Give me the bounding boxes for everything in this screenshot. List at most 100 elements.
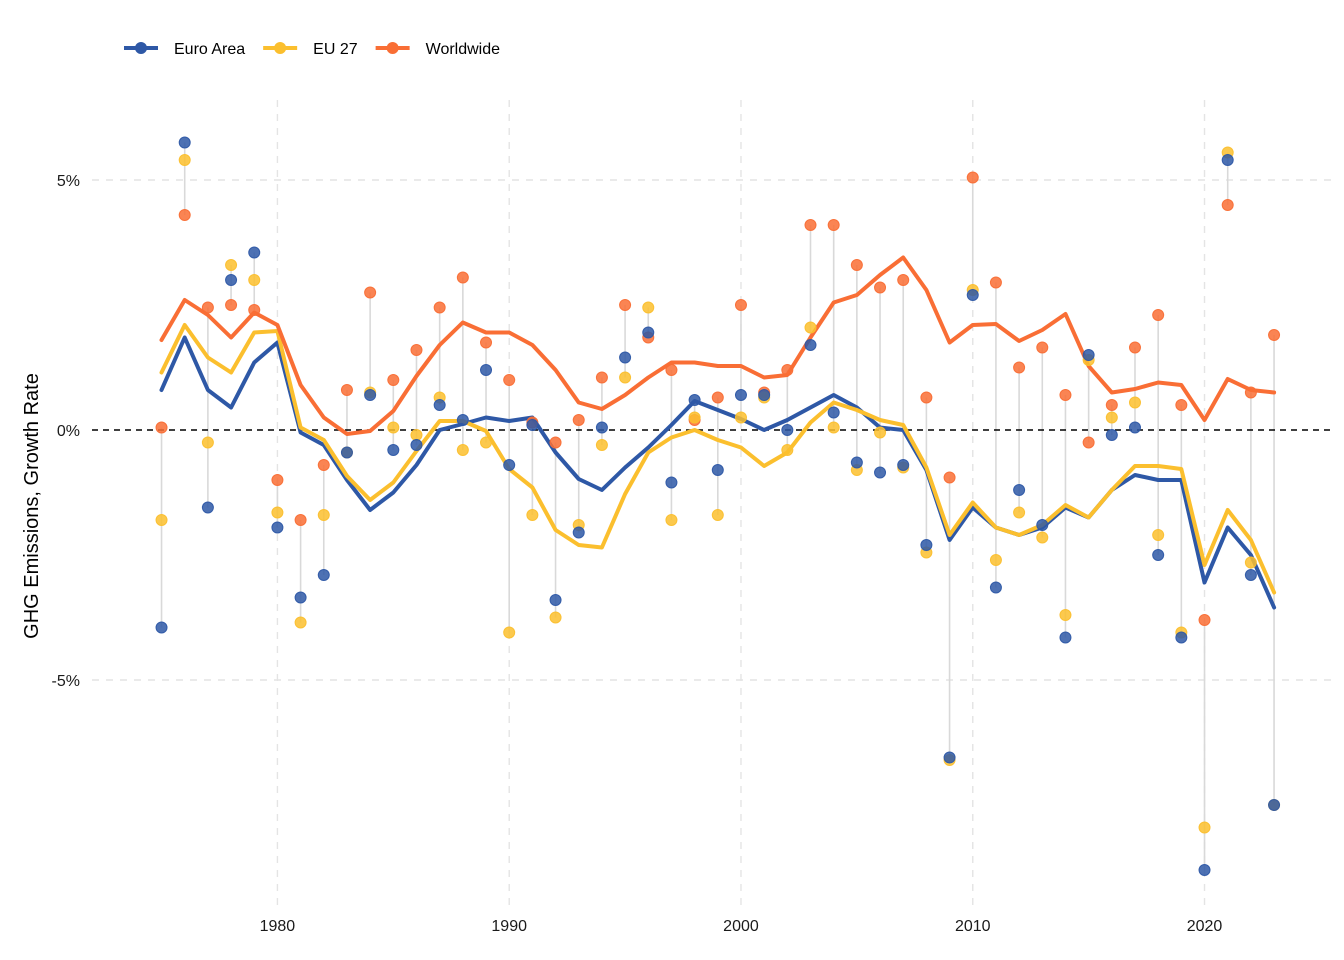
data-point-1	[665, 514, 678, 526]
data-point-2	[619, 299, 632, 311]
data-point-0	[850, 456, 863, 469]
data-point-2	[549, 436, 562, 449]
legend-label: EU 27	[313, 41, 358, 58]
data-point-0	[711, 464, 724, 476]
data-point-2	[572, 414, 585, 426]
data-point-0	[387, 444, 400, 456]
data-point-0	[1013, 484, 1026, 496]
legend-swatch-point	[274, 42, 287, 54]
data-point-2	[1221, 199, 1234, 211]
data-point-2	[734, 299, 747, 311]
data-point-0	[364, 389, 377, 401]
trend-lines	[159, 255, 1277, 610]
x-tick-label: 1990	[491, 918, 527, 935]
data-point-2	[410, 344, 423, 356]
data-point-0	[1268, 799, 1281, 811]
data-point-0	[897, 459, 910, 471]
data-point-1	[387, 421, 400, 434]
data-point-1	[827, 421, 840, 434]
data-point-1	[781, 444, 794, 456]
data-point-2	[271, 474, 284, 486]
data-point-2	[1152, 309, 1165, 321]
data-point-1	[456, 444, 469, 456]
data-point-0	[1175, 631, 1188, 644]
data-point-0	[781, 424, 794, 436]
data-point-2	[340, 384, 353, 396]
y-tick-label: -5%	[52, 673, 80, 690]
data-point-2	[294, 514, 307, 526]
x-tick-label: 2020	[1187, 918, 1223, 935]
data-point-1	[688, 411, 701, 424]
data-point-2	[1128, 341, 1141, 354]
data-point-1	[711, 509, 724, 521]
x-tick-label: 2010	[955, 918, 991, 935]
data-point-0	[340, 446, 353, 459]
data-point-2	[248, 304, 261, 316]
data-point-0	[1128, 421, 1141, 434]
data-point-2	[364, 286, 377, 299]
data-point-2	[225, 299, 238, 311]
data-point-0	[874, 466, 887, 479]
data-point-1	[526, 509, 539, 521]
data-point-2	[827, 219, 840, 231]
data-point-2	[1175, 399, 1188, 411]
data-point-0	[989, 581, 1002, 594]
data-point-1	[619, 371, 632, 384]
data-point-2	[201, 301, 214, 314]
data-point-1	[155, 514, 168, 526]
data-point-2	[850, 259, 863, 271]
data-point-2	[1036, 341, 1049, 354]
data-point-1	[178, 154, 191, 166]
data-point-0	[294, 591, 307, 604]
data-point-1	[804, 321, 817, 334]
legend-label: Worldwide	[426, 41, 501, 58]
data-point-2	[966, 171, 979, 184]
data-point-1	[989, 554, 1002, 566]
data-point-2	[920, 391, 933, 404]
grid-lines	[92, 100, 1332, 905]
data-point-0	[966, 289, 979, 301]
data-point-0	[804, 339, 817, 351]
data-point-0	[433, 399, 446, 411]
data-point-2	[433, 301, 446, 314]
data-point-2	[155, 421, 168, 434]
data-point-2	[804, 219, 817, 231]
data-point-2	[943, 471, 956, 484]
data-point-1	[225, 259, 238, 271]
data-point-2	[1082, 436, 1095, 449]
data-point-1	[503, 626, 516, 639]
data-point-1	[294, 616, 307, 629]
data-point-2	[897, 274, 910, 286]
data-point-1	[595, 439, 608, 451]
data-point-1	[1198, 821, 1211, 834]
data-point-0	[688, 394, 701, 406]
data-point-2	[387, 374, 400, 386]
y-axis-ticks: -5% 0% 5%	[52, 173, 80, 690]
data-point-1	[1152, 529, 1165, 541]
data-point-1	[874, 426, 887, 439]
data-point-1	[1244, 556, 1257, 569]
data-point-2	[595, 371, 608, 384]
data-point-1	[1036, 531, 1049, 544]
data-point-0	[248, 246, 261, 259]
data-point-2	[456, 271, 469, 284]
data-point-2	[1198, 614, 1211, 626]
legend: Euro Area EU 27 Worldwide	[124, 41, 500, 58]
data-points	[155, 136, 1281, 876]
data-point-1	[248, 274, 261, 286]
legend-entry-0: Euro Area	[124, 41, 245, 58]
data-point-1	[1059, 609, 1072, 621]
data-point-0	[178, 136, 191, 149]
x-tick-label: 2000	[723, 918, 759, 935]
data-point-1	[549, 611, 562, 624]
data-point-1	[271, 506, 284, 519]
data-point-1	[1013, 506, 1026, 519]
data-point-0	[1152, 549, 1165, 561]
data-point-1	[734, 411, 747, 424]
data-point-0	[1244, 569, 1257, 581]
data-point-0	[734, 389, 747, 401]
data-point-0	[526, 419, 539, 431]
data-point-1	[642, 301, 655, 314]
data-point-2	[665, 364, 678, 376]
